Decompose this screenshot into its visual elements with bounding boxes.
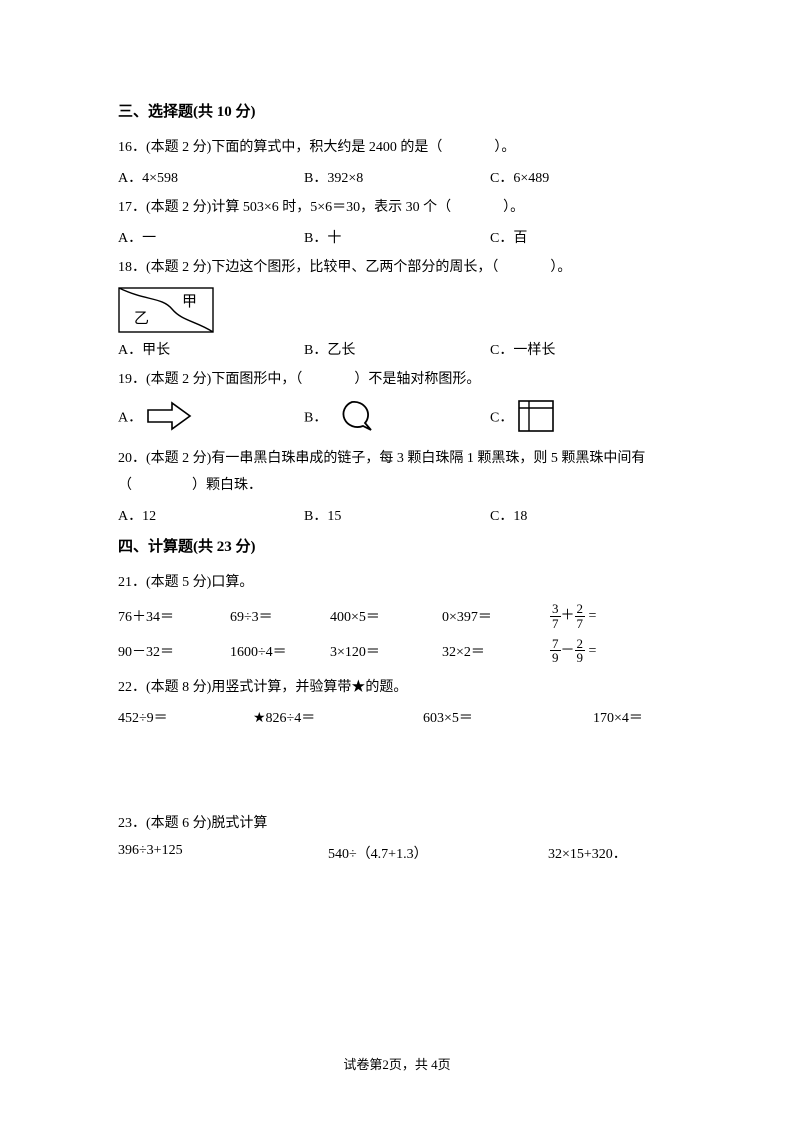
frac-d: 7 bbox=[575, 617, 586, 631]
q20-opt-b: B．15 bbox=[304, 505, 490, 525]
frac-n: 3 bbox=[550, 602, 561, 617]
frac-n: 2 bbox=[575, 602, 586, 617]
q17-opt-a: A．一 bbox=[118, 227, 304, 247]
page-footer: 试卷第2页，共 4页 bbox=[0, 1054, 794, 1073]
q18-label-yi: 乙 bbox=[134, 311, 149, 327]
q16-opt-a: A．4×598 bbox=[118, 167, 304, 187]
q22-stem: 22．(本题 8 分)用竖式计算，并验算带★的题。 bbox=[118, 675, 676, 701]
q20-line2-a: （ bbox=[118, 478, 132, 493]
q17-opt-b: B．十 bbox=[304, 227, 490, 247]
q19-c-label: C． bbox=[490, 410, 513, 425]
q22-c1: 452÷9＝ bbox=[118, 707, 253, 727]
q20-line1: 20．(本题 2 分)有一串黑白珠串成的链子，每 3 颗白珠隔 1 颗黑珠，则 … bbox=[118, 446, 676, 472]
q20-line2-b: ）颗白珠． bbox=[192, 478, 262, 493]
q22-row: 452÷9＝ ★826÷4＝ 603×5＝ 170×4＝ bbox=[118, 707, 676, 727]
frac-op: － bbox=[561, 643, 575, 658]
section-3-title: 三、选择题(共 10 分) bbox=[118, 100, 676, 121]
q19-opt-b: B． bbox=[304, 399, 490, 438]
q21-stem: 21．(本题 5 分)口算。 bbox=[118, 570, 676, 596]
q18-options: A．甲长 B．乙长 C．一样长 bbox=[118, 339, 676, 359]
q19-stem-b: ）不是轴对称图形。 bbox=[354, 372, 480, 387]
q23-c1: 396÷3+125 bbox=[118, 843, 328, 863]
q20-options: A．12 B．15 C．18 bbox=[118, 505, 676, 525]
q21-r2-frac: 79－29 = bbox=[550, 637, 650, 665]
q19-b-label: B． bbox=[304, 410, 327, 425]
q17-stem: 17．(本题 2 分)计算 503×6 时，5×6＝30，表示 30 个（ ）。 bbox=[118, 195, 676, 221]
q23-c2: 540÷（4.7+1.3） bbox=[328, 843, 548, 863]
q22-c4: 170×4＝ bbox=[593, 707, 683, 727]
q19-options: A． B． C． bbox=[118, 399, 676, 438]
q20-line2: （ ）颗白珠． bbox=[118, 473, 676, 499]
q23-row: 396÷3+125 540÷（4.7+1.3） 32×15+320． bbox=[118, 843, 676, 863]
q21-r1-c1: 76＋34＝ bbox=[118, 606, 230, 626]
q16-opt-c: C．6×489 bbox=[490, 167, 676, 187]
q17-stem-tail: ）。 bbox=[503, 200, 524, 215]
q19-opt-a: A． bbox=[118, 401, 304, 436]
arrow-right-icon bbox=[146, 401, 192, 436]
q20-opt-c: C．18 bbox=[490, 505, 676, 525]
q19-stem: 19．(本题 2 分)下面图形中，（ ）不是轴对称图形。 bbox=[118, 367, 676, 393]
q21-r2-c3: 3×120＝ bbox=[330, 641, 442, 661]
frac-d: 9 bbox=[575, 651, 586, 665]
q22-c3: 603×5＝ bbox=[423, 707, 593, 727]
q18-opt-b: B．乙长 bbox=[304, 339, 490, 359]
frac-n: 7 bbox=[550, 637, 561, 652]
q19-opt-c: C． bbox=[490, 399, 676, 438]
q18-label-jia: 甲 bbox=[182, 294, 197, 310]
q16-opt-b: B．392×8 bbox=[304, 167, 490, 187]
q18-stem-tail: ）。 bbox=[550, 260, 571, 275]
q18-opt-c: C．一样长 bbox=[490, 339, 676, 359]
q21-r1-frac: 37＋27 = bbox=[550, 602, 650, 630]
q17-stem-text: 17．(本题 2 分)计算 503×6 时，5×6＝30，表示 30 个（ bbox=[118, 200, 451, 215]
frac-n: 2 bbox=[575, 637, 586, 652]
q22-c2: ★826÷4＝ bbox=[253, 707, 423, 727]
q21-r1-c2: 69÷3＝ bbox=[230, 606, 330, 626]
q21-row2: 90－32＝ 1600÷4＝ 3×120＝ 32×2＝ 79－29 = bbox=[118, 637, 676, 665]
q17-options: A．一 B．十 C．百 bbox=[118, 227, 676, 247]
frac-d: 9 bbox=[550, 651, 561, 665]
q16-stem: 16．(本题 2 分)下面的算式中，积大约是 2400 的是（ ）。 bbox=[118, 135, 676, 161]
q21-r2-c1: 90－32＝ bbox=[118, 641, 230, 661]
q21-r1-c3: 400×5＝ bbox=[330, 606, 442, 626]
q18-opt-a: A．甲长 bbox=[118, 339, 304, 359]
q16-options: A．4×598 B．392×8 C．6×489 bbox=[118, 167, 676, 187]
q18-figure: 甲 乙 bbox=[118, 287, 214, 333]
section-4-title: 四、计算题(共 23 分) bbox=[118, 535, 676, 556]
q20-opt-a: A．12 bbox=[118, 505, 304, 525]
q18-stem: 18．(本题 2 分)下边这个图形，比较甲、乙两个部分的周长，（ ）。 bbox=[118, 255, 676, 281]
q18-stem-text: 18．(本题 2 分)下边这个图形，比较甲、乙两个部分的周长，（ bbox=[118, 260, 498, 275]
q23-stem: 23．(本题 6 分)脱式计算 bbox=[118, 811, 676, 837]
table-grid-icon bbox=[517, 399, 555, 438]
q16-stem-tail: ）。 bbox=[494, 140, 515, 155]
q21-r2-c4: 32×2＝ bbox=[442, 641, 550, 661]
q19-stem-a: 19．(本题 2 分)下面图形中，（ bbox=[118, 372, 302, 387]
q21-r2-c2: 1600÷4＝ bbox=[230, 641, 330, 661]
frac-op: ＋ bbox=[561, 609, 575, 624]
frac-d: 7 bbox=[550, 617, 561, 631]
q17-opt-c: C．百 bbox=[490, 227, 676, 247]
q21-row1: 76＋34＝ 69÷3＝ 400×5＝ 0×397＝ 37＋27 = bbox=[118, 602, 676, 630]
speech-bubble-icon bbox=[331, 399, 373, 438]
q23-c3: 32×15+320． bbox=[548, 843, 668, 863]
q16-stem-text: 16．(本题 2 分)下面的算式中，积大约是 2400 的是（ bbox=[118, 140, 442, 155]
q19-a-label: A． bbox=[118, 410, 142, 425]
q21-r1-c4: 0×397＝ bbox=[442, 606, 550, 626]
